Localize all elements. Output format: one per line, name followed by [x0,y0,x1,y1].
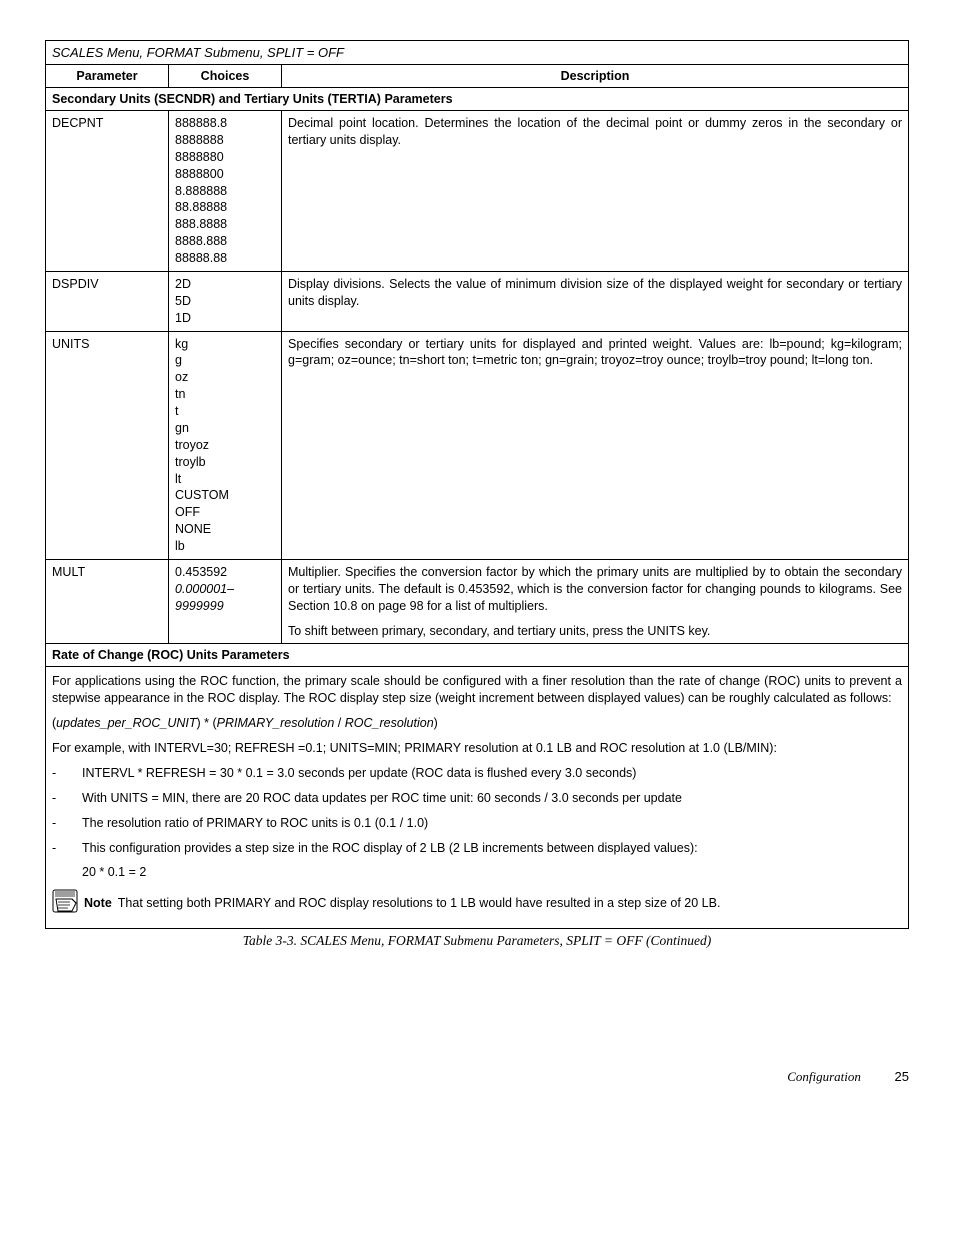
roc-body: For applications using the ROC function,… [46,667,908,928]
choices-cell: 888888.8 8888888 8888880 8888800 8.88888… [169,111,282,272]
page-footer: Configuration 25 [45,1069,909,1085]
bullet-text: The resolution ratio of PRIMARY to ROC u… [82,815,902,832]
footer-page-number: 25 [895,1069,909,1084]
section-heading: Rate of Change (ROC) Units Parameters [46,644,908,667]
desc-cell: Multiplier. Specifies the conversion fac… [282,559,909,644]
col-header-parameter: Parameter [46,65,169,88]
formula-part: ) [434,716,438,730]
footer-section: Configuration [787,1069,861,1084]
roc-paragraph: For example, with INTERVL=30; REFRESH =0… [52,740,902,757]
section-row: Rate of Change (ROC) Units Parameters [46,644,908,667]
formula-var: PRIMARY_resolution [217,716,335,730]
formula-part: ) * ( [197,716,217,730]
roc-calc: 20 * 0.1 = 2 [82,864,902,881]
table-row: DSPDIV 2D 5D 1D Display divisions. Selec… [46,271,908,331]
bullet-text: This configuration provides a step size … [82,840,902,857]
roc-body-row: For applications using the ROC function,… [46,667,908,928]
table-caption: Table 3-3. SCALES Menu, FORMAT Submenu P… [45,933,909,949]
note-text: That setting both PRIMARY and ROC displa… [118,895,721,912]
section-heading: Secondary Units (SECNDR) and Tertiary Un… [46,88,908,111]
table-row: MULT 0.453592 0.000001– 9999999 Multipli… [46,559,908,644]
formula-part: / [334,716,344,730]
choices-plain: 0.453592 [175,565,227,579]
table-header-row: Parameter Choices Description [46,65,908,88]
formula-var: updates_per_ROC_UNIT [56,716,196,730]
desc-text: Multiplier. Specifies the conversion fac… [288,564,902,615]
roc-bullet-list: -INTERVL * REFRESH = 30 * 0.1 = 3.0 seco… [52,765,902,857]
list-item: -With UNITS = MIN, there are 20 ROC data… [52,790,902,807]
note-icon [52,889,78,918]
param-cell: DSPDIV [46,271,169,331]
list-item: -INTERVL * REFRESH = 30 * 0.1 = 3.0 seco… [52,765,902,782]
choices-cell: 0.453592 0.000001– 9999999 [169,559,282,644]
table-inline-caption: SCALES Menu, FORMAT Submenu, SPLIT = OFF [46,41,908,65]
roc-paragraph: For applications using the ROC function,… [52,673,902,707]
choices-cell: kg g oz tn t gn troyoz troylb lt CUSTOM … [169,331,282,559]
col-header-description: Description [282,65,909,88]
param-cell: MULT [46,559,169,644]
table-row: UNITS kg g oz tn t gn troyoz troylb lt C… [46,331,908,559]
col-header-choices: Choices [169,65,282,88]
desc-cell: Decimal point location. Determines the l… [282,111,909,272]
choices-cell: 2D 5D 1D [169,271,282,331]
param-cell: DECPNT [46,111,169,272]
list-item: -This configuration provides a step size… [52,840,902,857]
bullet-text: With UNITS = MIN, there are 20 ROC data … [82,790,902,807]
note-label: Note [84,895,112,912]
section-row: Secondary Units (SECNDR) and Tertiary Un… [46,88,908,111]
desc-cell: Display divisions. Selects the value of … [282,271,909,331]
list-item: -The resolution ratio of PRIMARY to ROC … [52,815,902,832]
table-inline-caption-row: SCALES Menu, FORMAT Submenu, SPLIT = OFF [46,41,908,65]
note-row: Note That setting both PRIMARY and ROC d… [52,889,902,918]
choices-italic: 0.000001– 9999999 [175,582,234,613]
parameters-table: SCALES Menu, FORMAT Submenu, SPLIT = OFF… [46,41,908,928]
desc-cell: Specifies secondary or tertiary units fo… [282,331,909,559]
desc-text-2: To shift between primary, secondary, and… [288,623,902,640]
param-cell: UNITS [46,331,169,559]
table-row: DECPNT 888888.8 8888888 8888880 8888800 … [46,111,908,272]
table-container: SCALES Menu, FORMAT Submenu, SPLIT = OFF… [45,40,909,929]
bullet-text: INTERVL * REFRESH = 30 * 0.1 = 3.0 secon… [82,765,902,782]
formula-var: ROC_resolution [345,716,434,730]
roc-formula: (updates_per_ROC_UNIT) * (PRIMARY_resolu… [52,715,902,732]
